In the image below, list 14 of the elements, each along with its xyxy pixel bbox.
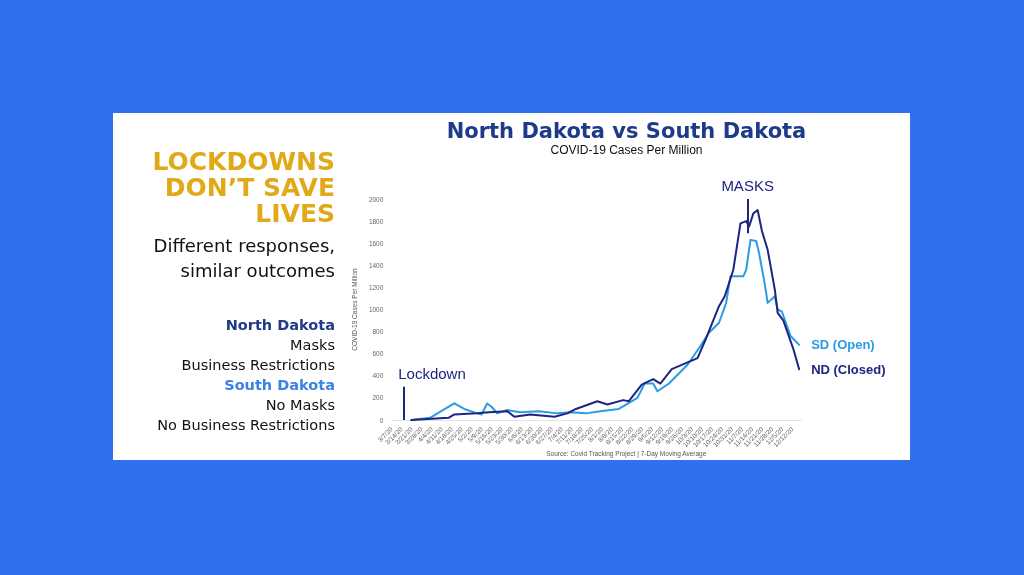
text: Different responses, similar outcomes: [152, 234, 335, 283]
text: North Dakota: [224, 316, 335, 335]
y-axis-title: COVID-19 Cases Per Million: [550, 143, 703, 157]
series-label: SD (Open): [811, 337, 875, 353]
ref-line-label: MASKS: [721, 177, 774, 194]
ref-line-label: Lockdown: [398, 364, 466, 382]
text: South Dakota: [223, 376, 335, 395]
text: No Business Restrictions: [156, 416, 335, 435]
series-label: ND (Closed): [811, 361, 886, 377]
text: Business Restrictions: [180, 356, 335, 375]
text: Masks: [289, 336, 335, 355]
chart-title: North Dakota vs South Dakota: [446, 118, 807, 143]
text: LOCKDOWNS DON’T SAVE LIVES: [151, 147, 335, 228]
text: No Masks: [264, 396, 335, 415]
